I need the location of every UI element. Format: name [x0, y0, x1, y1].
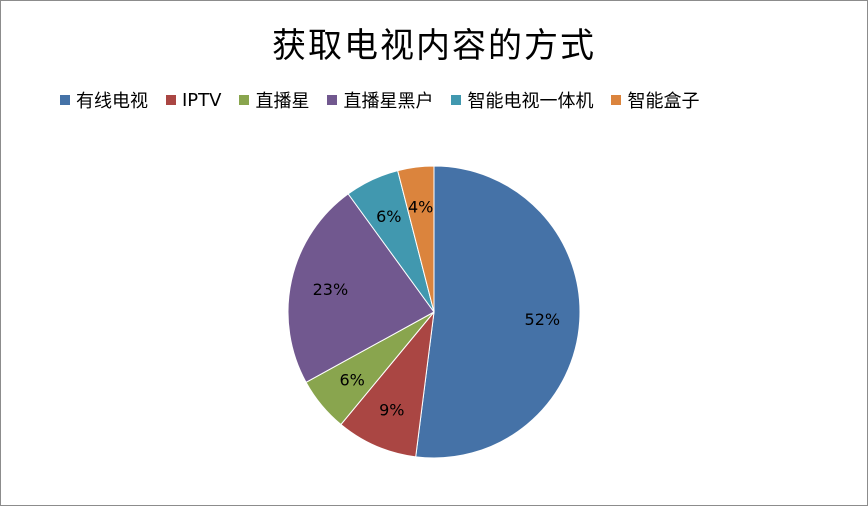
legend-item: 直播星黑户	[327, 87, 433, 113]
legend-item: IPTV	[166, 90, 221, 111]
legend-label: IPTV	[182, 89, 222, 111]
legend-swatch	[327, 95, 338, 105]
slice-value-label: 52%	[525, 310, 561, 329]
slice-value-label: 6%	[376, 207, 401, 226]
legend-item: 智能盒子	[611, 87, 699, 113]
legend-swatch	[239, 95, 250, 105]
legend-swatch	[451, 95, 462, 105]
slice-value-label: 4%	[408, 198, 433, 217]
legend-item: 有线电视	[60, 87, 148, 113]
pie-slice	[397, 165, 435, 313]
slice-value-label: 23%	[313, 280, 349, 299]
legend-item: 智能电视一体机	[451, 87, 593, 113]
legend-label: 智能盒子	[627, 91, 700, 112]
pie-slice	[340, 310, 435, 458]
chart-title: 获取电视内容的方式	[272, 26, 596, 66]
legend-swatch	[611, 95, 622, 105]
legend-label: 智能电视一体机	[467, 91, 594, 112]
pie-slice	[415, 165, 581, 459]
legend-swatch	[166, 95, 176, 105]
pie-slice	[287, 193, 435, 384]
legend-label: 直播星	[255, 91, 310, 112]
legend-item: 直播星	[239, 87, 309, 113]
slice-value-label: 9%	[379, 401, 404, 420]
legend-swatch	[60, 95, 70, 105]
slice-value-label: 6%	[340, 371, 365, 390]
legend: 有线电视 IPTV 直播星 直播星黑户 智能电视一体机 智能盒子	[60, 88, 820, 112]
legend-label: 有线电视	[76, 91, 148, 112]
legend-label: 直播星黑户	[343, 91, 434, 112]
